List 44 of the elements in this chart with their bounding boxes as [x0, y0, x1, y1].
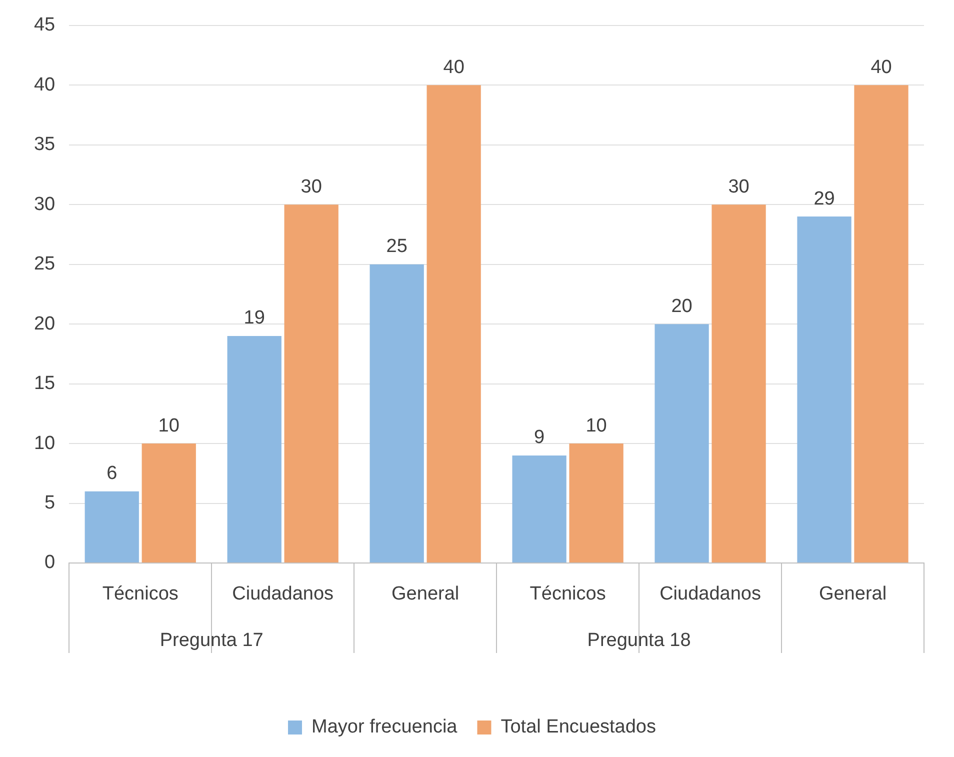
x-tick-label: General — [818, 584, 887, 605]
y-tick-label: 20 — [34, 313, 56, 334]
data-label: 19 — [244, 308, 265, 329]
data-label: 30 — [728, 176, 750, 198]
y-tick-label: 45 — [34, 14, 56, 36]
data-label: 20 — [671, 296, 692, 317]
bar — [854, 85, 908, 562]
y-tick-label: 0 — [44, 552, 56, 574]
x-tick-label: Ciudadanos — [660, 584, 761, 605]
bar — [370, 264, 424, 562]
data-label: 29 — [814, 188, 835, 210]
text: Pregunta 17 — [160, 630, 264, 652]
bar — [426, 85, 481, 562]
legend-label: Total Encuestados — [500, 716, 656, 738]
bar — [654, 324, 709, 562]
bar — [142, 444, 196, 562]
data-label: 25 — [386, 236, 408, 258]
data-label: 10 — [586, 415, 607, 436]
bar — [797, 216, 852, 562]
x-tick-label: Técnicos — [102, 584, 178, 605]
y-tick-label: 30 — [34, 194, 56, 215]
bar — [227, 336, 282, 562]
bar — [569, 444, 624, 562]
legend-label: Mayor frecuencia — [312, 716, 458, 738]
data-label: 30 — [300, 176, 322, 198]
y-tick-label: 25 — [34, 254, 56, 275]
data-label: 6 — [106, 463, 118, 484]
y-tick-label: 10 — [34, 432, 56, 454]
x-tick-label: Técnicos — [530, 584, 606, 605]
x-tick-label: Ciudadanos — [232, 584, 334, 605]
y-tick-label: 5 — [44, 492, 56, 514]
data-label: 40 — [443, 56, 464, 78]
bar — [84, 491, 139, 562]
y-tick-label: 35 — [34, 134, 56, 156]
bar — [284, 204, 338, 562]
bar — [712, 204, 766, 562]
y-tick-label: 40 — [34, 74, 56, 96]
x-tick-label: General — [392, 584, 460, 605]
bar — [512, 455, 566, 562]
data-label: 10 — [158, 415, 180, 436]
data-label: 40 — [870, 56, 892, 78]
y-tick-label: 15 — [34, 373, 56, 394]
data-label: 9 — [534, 427, 545, 448]
text: Pregunta 18 — [587, 630, 691, 652]
